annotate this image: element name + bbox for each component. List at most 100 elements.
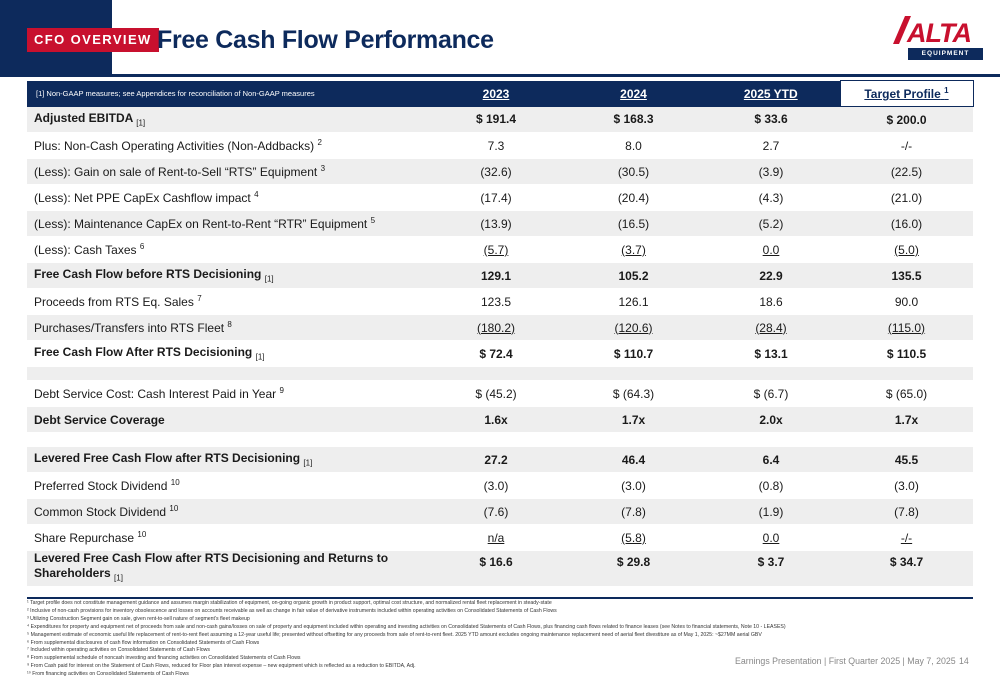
row-label-text: Free Cash Flow before RTS Decisioning [34, 267, 262, 282]
row-label: (Less): Gain on sale of Rent-to-Sell “RT… [27, 158, 427, 185]
footnote: ⁴ Expenditures for property and equipmen… [27, 623, 786, 630]
spacer-cell [27, 366, 427, 381]
value-2023: (7.6) [427, 498, 565, 525]
footnote: ⁶ From supplemental disclosures of cash … [27, 639, 260, 646]
cell-value: (16.5) [617, 216, 650, 231]
value-2025-ytd: 18.6 [702, 288, 840, 315]
value-2024: 1.7x [565, 406, 702, 433]
table-row: Purchases/Transfers into RTS Fleet 8 (180… [27, 314, 973, 341]
table-row: Levered Free Cash Flow after RTS Decisio… [27, 550, 973, 587]
row-label-text: Purchases/Transfers into RTS Fleet [34, 321, 225, 335]
table-bottom-rule [27, 597, 973, 599]
footnote-ref: 3 [320, 164, 326, 173]
table-row: Debt Service Coverage 1.6x 1.7x 2.0x 1.7x [27, 406, 973, 433]
cell-value: 18.6 [759, 294, 783, 309]
non-gaap-marker: [1] [264, 274, 274, 284]
spacer-cell [427, 366, 565, 381]
cell-value: 27.2 [484, 452, 508, 467]
cell-value: $ (65.0) [885, 386, 928, 401]
row-label: Plus: Non-Cash Operating Activities (Non… [27, 132, 427, 159]
row-label: Common Stock Dividend 10 [27, 498, 427, 525]
cell-value: (1.9) [758, 504, 784, 519]
value-2024: (16.5) [565, 210, 702, 237]
cell-value: (120.6) [614, 320, 653, 335]
footnote: ⁹ From Cash paid for interest on the Sta… [27, 663, 416, 670]
cell-value: (32.6) [480, 164, 512, 179]
cell-value: (21.0) [890, 190, 923, 205]
table-row: Common Stock Dividend 10 (7.6) (7.8) (1.9) (… [27, 498, 973, 525]
cell-value: $ 34.7 [889, 555, 924, 569]
value-target-profile: 90.0 [840, 288, 973, 315]
cell-value: (180.2) [476, 320, 516, 335]
row-label-text: Debt Service Cost: Cash Interest Paid in… [34, 387, 277, 401]
value-2025-ytd: 22.9 [702, 262, 840, 289]
row-label: Free Cash Flow After RTS Decisioning [1] [27, 340, 427, 367]
cell-value: 105.2 [618, 268, 649, 283]
cell-value: 2.7 [762, 138, 780, 153]
value-2023: 129.1 [427, 262, 565, 289]
value-2023: 1.6x [427, 406, 565, 433]
row-label: Share Repurchase 10 [27, 524, 427, 551]
footnote-ref: 4 [254, 190, 259, 199]
row-label-text: (Less): Gain on sale of Rent-to-Sell “RT… [34, 165, 318, 179]
row-label-text: (Less): Cash Taxes [34, 243, 137, 257]
row-label: Adjusted EBITDA [1] [27, 106, 427, 133]
row-label: Levered Free Cash Flow after RTS Decisio… [27, 446, 427, 473]
row-label-text: Debt Service Coverage [34, 412, 165, 427]
cell-value: 123.5 [480, 294, 512, 309]
cell-value: -/- [900, 138, 913, 153]
footnote-ref: 10 [137, 530, 147, 539]
spacer-cell [702, 432, 840, 447]
cell-value: (5.2) [758, 216, 784, 231]
footnote: ¹⁰ From financing activities on Consolid… [27, 671, 189, 678]
row-label-text: (Less): Maintenance CapEx on Rent-to-Ren… [34, 217, 368, 231]
value-target-profile: $ 110.5 [840, 340, 973, 367]
cell-value: (7.8) [621, 504, 646, 519]
cell-value: (22.5) [890, 164, 923, 179]
value-2023: (5.7) [427, 236, 565, 263]
row-label: (Less): Cash Taxes 6 [27, 236, 427, 263]
value-2025-ytd: 2.7 [702, 132, 840, 159]
table-header-row: [1] Non-GAAP measures; see Appendices fo… [27, 80, 974, 107]
value-2025-ytd: $ 33.6 [702, 106, 840, 133]
value-target-profile: 45.5 [840, 446, 973, 473]
value-2023: $ 16.6 [427, 550, 565, 587]
value-2024: (7.8) [565, 498, 702, 525]
value-2025-ytd: $ 13.1 [702, 340, 840, 367]
cell-value: (3.9) [758, 164, 784, 179]
cell-value: 129.1 [480, 268, 512, 283]
row-label: (Less): Net PPE CapEx Cashflow impact 4 [27, 184, 427, 211]
cell-value: 8.0 [625, 138, 642, 153]
column-header-2024: 2024 [565, 80, 702, 107]
value-target-profile: $ 34.7 [840, 550, 973, 587]
spacer-cell [427, 432, 565, 447]
table-row: Levered Free Cash Flow after RTS Decisio… [27, 446, 973, 473]
non-gaap-marker: [1] [114, 573, 123, 583]
row-label-text: Preferred Stock Dividend [34, 479, 168, 493]
value-2023: (3.0) [427, 472, 565, 499]
cell-value: (0.8) [758, 478, 784, 493]
value-2023: $ 72.4 [427, 340, 565, 367]
cell-value: 90.0 [894, 294, 919, 309]
cell-value: n/a [487, 530, 505, 545]
cell-value: 1.7x [621, 412, 646, 427]
spacer-cell [27, 432, 427, 447]
value-2025-ytd: (28.4) [702, 314, 840, 341]
value-target-profile: (3.0) [840, 472, 973, 499]
cell-value: (3.0) [894, 478, 919, 493]
cell-value: 2.0x [759, 412, 783, 427]
footnote-ref: 8 [227, 320, 232, 329]
footer-text: Earnings Presentation | First Quarter 20… [735, 656, 956, 666]
cell-value: $ (45.2) [475, 386, 517, 401]
footnote-ref: 6 [139, 242, 145, 251]
value-2025-ytd: (0.8) [702, 472, 840, 499]
value-2025-ytd: 6.4 [702, 446, 840, 473]
cell-value: (3.7) [621, 242, 646, 257]
value-target-profile: (22.5) [840, 158, 973, 185]
value-2024: $ (64.3) [565, 380, 702, 407]
cell-value: $ (6.7) [753, 386, 789, 401]
non-gaap-marker: [1] [136, 118, 146, 128]
spacer-cell [840, 366, 973, 381]
logo-wordmark: ALTA [907, 18, 972, 48]
footnote-ref: 7 [197, 294, 202, 303]
